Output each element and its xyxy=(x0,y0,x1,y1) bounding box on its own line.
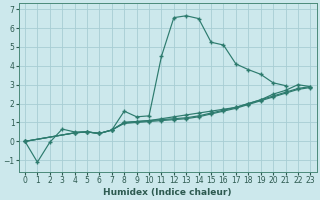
X-axis label: Humidex (Indice chaleur): Humidex (Indice chaleur) xyxy=(103,188,232,197)
